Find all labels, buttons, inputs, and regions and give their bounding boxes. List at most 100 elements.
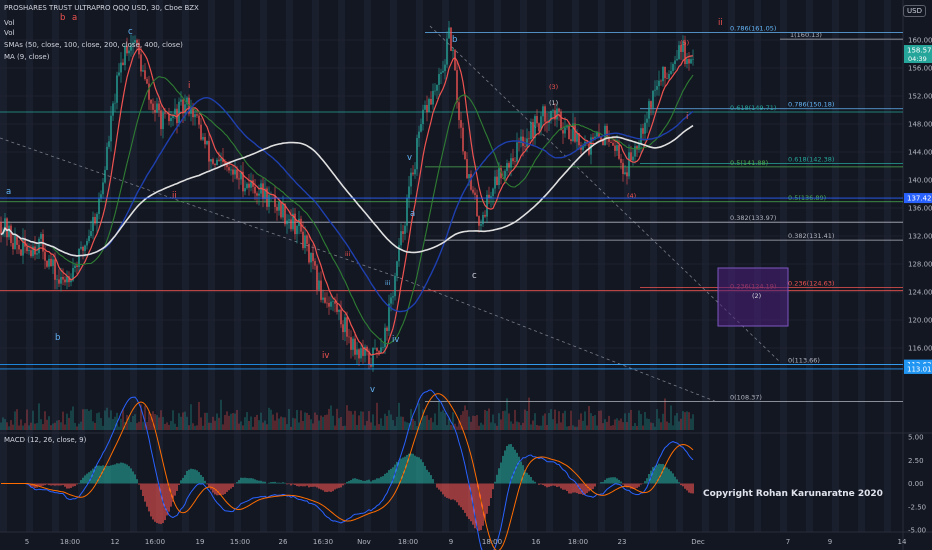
macd-histogram-bar bbox=[494, 481, 496, 484]
study-ma[interactable]: MA (9, close) bbox=[4, 53, 50, 61]
volume-bar bbox=[664, 398, 666, 430]
macd-histogram-bar bbox=[348, 480, 350, 484]
candle-body bbox=[306, 235, 308, 244]
candle-body bbox=[174, 108, 176, 115]
macd-histogram-bar bbox=[614, 477, 616, 484]
macd-histogram-bar bbox=[318, 483, 320, 489]
volume-bar bbox=[428, 419, 430, 430]
price-tick-label: 148.00 bbox=[908, 121, 932, 129]
volume-bar bbox=[48, 416, 50, 430]
session-stripe bbox=[624, 0, 631, 532]
macd-histogram-bar bbox=[486, 483, 488, 514]
volume-bar bbox=[534, 413, 536, 430]
macd-histogram-bar bbox=[460, 483, 462, 508]
volume-bar bbox=[498, 413, 500, 430]
macd-tick-label: 2.50 bbox=[908, 457, 924, 465]
time-tick-label: 14 bbox=[898, 538, 907, 546]
macd-histogram-bar bbox=[370, 481, 372, 484]
candle-body bbox=[46, 260, 48, 267]
candle-body bbox=[34, 246, 36, 255]
candle-body bbox=[562, 130, 564, 134]
macd-histogram-bar bbox=[224, 483, 226, 494]
macd-histogram-bar bbox=[474, 483, 476, 529]
volume-bar bbox=[680, 418, 682, 430]
candle-body bbox=[8, 225, 10, 238]
macd-histogram-bar bbox=[164, 483, 166, 521]
macd-histogram-bar bbox=[476, 483, 478, 530]
study-smas[interactable]: SMAs (50, close, 100, close, 200, close,… bbox=[4, 41, 183, 49]
candle-body bbox=[530, 122, 532, 139]
candle-body bbox=[522, 136, 524, 146]
candle-body bbox=[532, 122, 534, 139]
study-vol-2[interactable]: Vol bbox=[4, 29, 15, 37]
session-stripe bbox=[520, 0, 527, 532]
candle-body bbox=[488, 194, 490, 199]
volume-bar bbox=[218, 417, 220, 430]
candle-body bbox=[4, 218, 6, 232]
candle-body bbox=[52, 259, 54, 266]
fib-level-label: 0.618(142.38) bbox=[788, 155, 834, 163]
macd-histogram-bar bbox=[140, 483, 142, 490]
macd-histogram-bar bbox=[274, 481, 276, 484]
candle-body bbox=[112, 103, 114, 116]
macd-histogram-bar bbox=[86, 473, 88, 484]
fib-level-label: 0(108.37) bbox=[730, 393, 762, 401]
volume-bar bbox=[268, 407, 270, 430]
macd-histogram-bar bbox=[456, 483, 458, 503]
macd-histogram-bar bbox=[590, 483, 592, 490]
macd-histogram-bar bbox=[532, 480, 534, 484]
macd-histogram-bar bbox=[350, 480, 352, 484]
price-tick-label: 120.00 bbox=[908, 317, 932, 325]
candle-body bbox=[340, 309, 342, 325]
candle-body bbox=[378, 350, 380, 353]
macd-histogram-bar bbox=[174, 483, 176, 496]
volume-bar bbox=[88, 410, 90, 430]
macd-histogram-bar bbox=[412, 453, 414, 484]
volume-bar bbox=[284, 417, 286, 430]
candle-body bbox=[600, 137, 602, 141]
macd-histogram-bar bbox=[342, 483, 344, 486]
macd-histogram-bar bbox=[128, 466, 130, 484]
chart-title: PROSHARES TRUST ULTRAPRO QQQ USD, 30, Cb… bbox=[4, 4, 199, 12]
macd-histogram-bar bbox=[210, 483, 212, 490]
candle-body bbox=[386, 327, 388, 331]
candle-body bbox=[78, 248, 80, 267]
volume-bar bbox=[246, 412, 248, 430]
currency-selector[interactable]: USD bbox=[903, 5, 926, 17]
candle-body bbox=[204, 137, 206, 145]
macd-histogram-bar bbox=[648, 473, 650, 484]
candle-body bbox=[22, 237, 24, 256]
macd-histogram-bar bbox=[96, 465, 98, 484]
volume-bar bbox=[374, 425, 376, 430]
volume-bar bbox=[358, 415, 360, 430]
candle-body bbox=[594, 136, 596, 140]
candle-body bbox=[130, 44, 132, 51]
candle-body bbox=[372, 348, 374, 367]
volume-bar bbox=[500, 419, 502, 430]
volume-bar bbox=[652, 423, 654, 430]
candle-body bbox=[268, 194, 270, 207]
volume-bar bbox=[612, 425, 614, 430]
macd-histogram-bar bbox=[226, 483, 228, 492]
candle-body bbox=[192, 107, 194, 118]
candle-body bbox=[118, 72, 120, 76]
macd-histogram-bar bbox=[154, 483, 156, 522]
volume-bar bbox=[670, 405, 672, 430]
candle-body bbox=[658, 80, 660, 87]
candle-body bbox=[664, 66, 666, 79]
macd-histogram-bar bbox=[688, 483, 690, 493]
volume-bar bbox=[676, 412, 678, 430]
volume-bar bbox=[142, 421, 144, 430]
volume-bar bbox=[210, 422, 212, 430]
study-vol-1[interactable]: Vol bbox=[4, 19, 15, 27]
macd-histogram-bar bbox=[126, 464, 128, 484]
volume-bar bbox=[388, 410, 390, 430]
volume-bar bbox=[140, 404, 142, 430]
macd-histogram-bar bbox=[446, 483, 448, 498]
price-badge-value: 158.57 bbox=[907, 47, 932, 55]
volume-bar bbox=[254, 417, 256, 430]
macd-histogram-bar bbox=[284, 482, 286, 484]
macd-title[interactable]: MACD (12, 26, close, 9) bbox=[4, 436, 87, 444]
macd-histogram-bar bbox=[148, 483, 150, 512]
